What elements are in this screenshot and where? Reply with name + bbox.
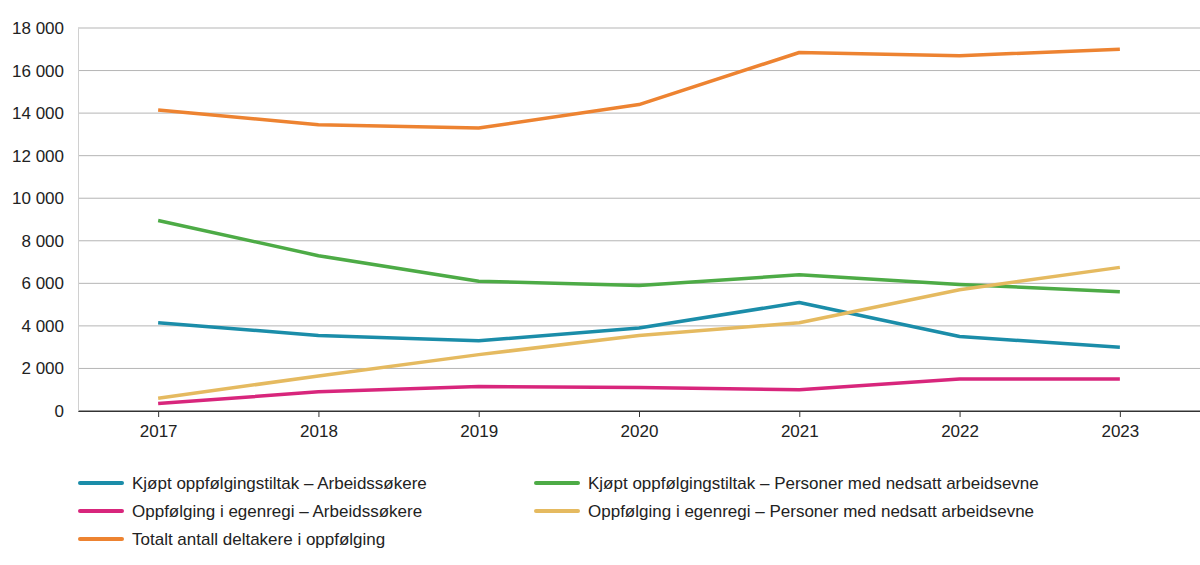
y-tick: 16 000 xyxy=(12,61,78,80)
legend-label: Totalt antall deltakere i oppfølging xyxy=(132,530,385,549)
y-tick-label: 0 xyxy=(55,402,64,421)
x-tick: 2021 xyxy=(781,411,819,441)
legend-swatch xyxy=(80,509,122,513)
y-tick-label: 10 000 xyxy=(12,189,64,208)
y-tick: 14 000 xyxy=(12,104,78,123)
y-tick-label: 12 000 xyxy=(12,147,64,166)
x-tick-label: 2017 xyxy=(140,422,178,441)
y-tick-label: 16 000 xyxy=(12,61,64,80)
y-tick-label: 2 000 xyxy=(21,359,64,378)
y-tick: 0 xyxy=(55,402,78,421)
x-axis: 2017 2018 2019 2020 2021 2022 2023 xyxy=(79,411,1200,441)
x-tick-label: 2020 xyxy=(621,422,659,441)
legend-item: Oppfølging i egenregi – Personer med ned… xyxy=(536,502,1034,521)
x-tick-label: 2023 xyxy=(1101,422,1139,441)
legend-label: Kjøpt oppfølgingstiltak – Personer med n… xyxy=(588,474,1039,493)
x-tick: 2019 xyxy=(460,411,498,441)
y-tick: 18 000 xyxy=(12,19,78,38)
grid-line xyxy=(78,283,1200,284)
y-tick-label: 14 000 xyxy=(12,104,64,123)
x-tick: 2017 xyxy=(140,411,178,441)
grid-line xyxy=(78,28,1200,29)
legend-item: Kjøpt oppfølgingstiltak – Personer med n… xyxy=(536,474,1039,493)
chart: 0 2 000 4 000 6 000 8 000 10 000 12 000 14 000 1… xyxy=(0,0,1200,565)
legend-swatch xyxy=(80,537,122,541)
y-tick: 8 000 xyxy=(21,232,78,251)
legend-swatch xyxy=(536,481,578,485)
grid-line xyxy=(78,155,1200,156)
series-line xyxy=(158,267,1120,398)
x-tick: 2023 xyxy=(1101,411,1139,441)
x-tick: 2018 xyxy=(300,411,338,441)
series-line xyxy=(158,221,1120,292)
x-tick-label: 2021 xyxy=(781,422,819,441)
legend-item: Totalt antall deltakere i oppfølging xyxy=(80,530,385,549)
series-line xyxy=(158,49,1120,128)
x-tick-mark xyxy=(318,411,319,417)
x-tick-mark xyxy=(479,411,480,417)
series-line xyxy=(158,379,1120,403)
x-tick-label: 2022 xyxy=(941,422,979,441)
y-tick-label: 6 000 xyxy=(21,274,64,293)
x-tick-label: 2019 xyxy=(460,422,498,441)
x-tick: 2022 xyxy=(941,411,979,441)
x-tick: 2020 xyxy=(621,411,659,441)
y-tick: 4 000 xyxy=(21,317,78,336)
y-tick-label: 8 000 xyxy=(21,232,64,251)
legend-item: Kjøpt oppfølgingstiltak – Arbeidssøkere xyxy=(80,474,427,493)
y-tick-label: 18 000 xyxy=(12,19,64,38)
grid-line xyxy=(78,113,1200,114)
y-tick: 10 000 xyxy=(12,189,78,208)
legend-item: Oppfølging i egenregi – Arbeidssøkere xyxy=(80,502,422,521)
y-axis: 0 2 000 4 000 6 000 8 000 10 000 12 000 14 000 1… xyxy=(12,19,79,421)
series-line xyxy=(158,302,1120,347)
x-tick-mark xyxy=(1120,411,1121,417)
x-tick-label: 2018 xyxy=(300,422,338,441)
y-tick-label: 4 000 xyxy=(21,317,64,336)
y-axis-line xyxy=(78,29,79,412)
legend-label: Oppfølging i egenregi – Arbeidssøkere xyxy=(132,502,422,521)
grid xyxy=(78,28,1200,411)
x-tick-mark xyxy=(799,411,800,417)
grid-line xyxy=(78,368,1200,369)
lines xyxy=(158,49,1120,403)
grid-line xyxy=(78,325,1200,326)
x-tick-mark xyxy=(158,411,159,417)
y-tick: 12 000 xyxy=(12,147,78,166)
legend: Kjøpt oppfølgingstiltak – Arbeidssøkere K… xyxy=(80,474,1039,549)
y-tick: 2 000 xyxy=(21,359,78,378)
x-tick-mark xyxy=(960,411,961,417)
y-tick: 6 000 xyxy=(21,274,78,293)
x-tick-mark xyxy=(639,411,640,417)
legend-label: Oppfølging i egenregi – Personer med ned… xyxy=(588,502,1034,521)
legend-swatch xyxy=(536,509,578,513)
grid-line xyxy=(78,70,1200,71)
legend-label: Kjøpt oppfølgingstiltak – Arbeidssøkere xyxy=(132,474,427,493)
grid-line xyxy=(78,198,1200,199)
legend-swatch xyxy=(80,481,122,485)
